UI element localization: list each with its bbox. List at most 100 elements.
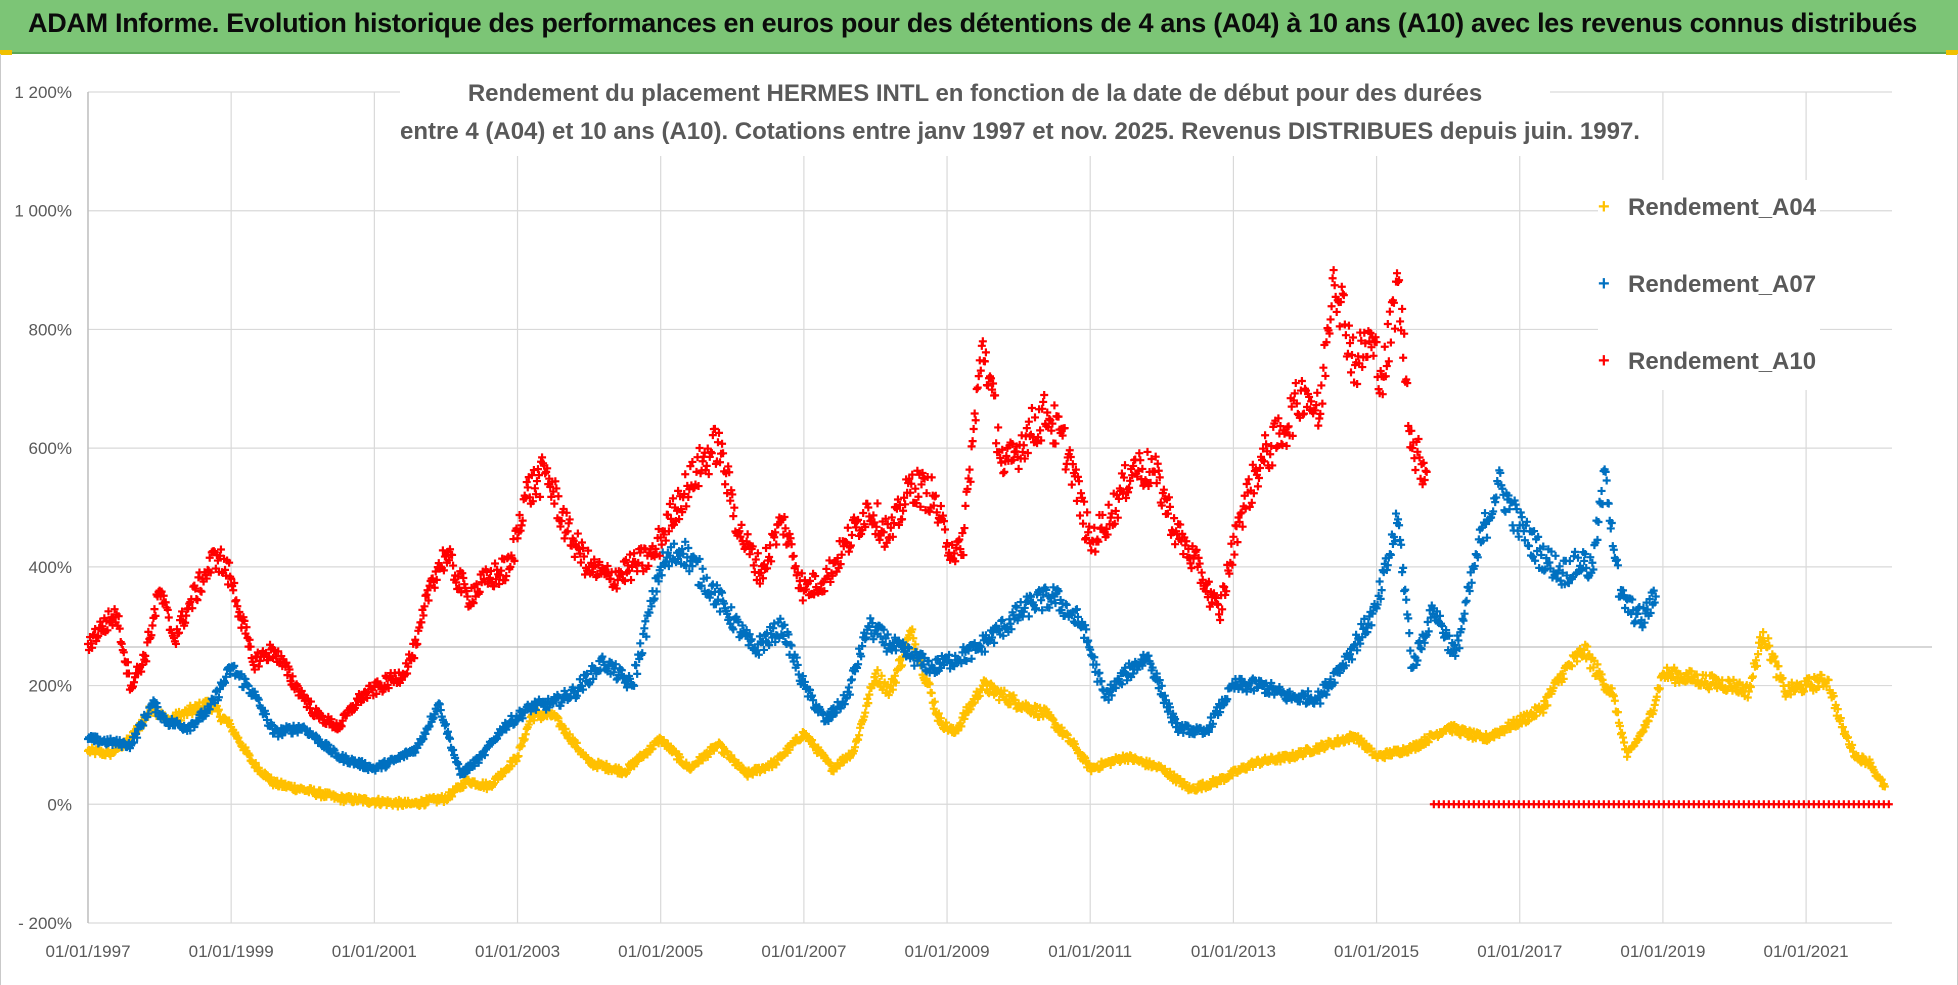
data-point xyxy=(847,531,856,540)
y-tick-label: 400% xyxy=(29,558,72,577)
data-point xyxy=(1097,677,1106,686)
data-point xyxy=(1759,628,1768,637)
data-point xyxy=(1040,390,1049,399)
data-point xyxy=(1401,585,1410,594)
data-point xyxy=(994,423,1003,432)
data-point xyxy=(1153,459,1162,468)
data-point xyxy=(1313,388,1322,397)
data-point xyxy=(1328,274,1337,283)
data-point xyxy=(1399,563,1408,572)
data-point xyxy=(1095,668,1104,677)
data-point xyxy=(1344,321,1353,330)
data-point xyxy=(1329,266,1338,275)
data-point xyxy=(1074,477,1083,486)
data-point xyxy=(1746,683,1755,692)
chart-title-box: Rendement du placement HERMES INTL en fo… xyxy=(400,76,1640,156)
data-point xyxy=(1187,564,1196,573)
data-point xyxy=(1332,307,1341,316)
chart-title-line2: entre 4 (A04) et 10 ans (A10). Cotations… xyxy=(400,118,1640,145)
plus-icon: + xyxy=(1598,273,1610,295)
data-point xyxy=(843,523,852,532)
data-point xyxy=(1539,708,1548,717)
legend-label: Rendement_A10 xyxy=(1628,348,1817,375)
data-point xyxy=(729,512,738,521)
data-point xyxy=(719,742,728,751)
data-point xyxy=(844,683,853,692)
data-point xyxy=(826,759,835,768)
data-point xyxy=(1687,667,1696,676)
data-point xyxy=(1753,661,1762,670)
data-point xyxy=(1062,600,1071,609)
data-point xyxy=(870,673,879,682)
data-point xyxy=(909,634,918,643)
y-tick-label: 200% xyxy=(29,677,72,696)
data-point xyxy=(927,688,936,697)
data-point xyxy=(1748,672,1757,681)
data-point xyxy=(936,501,945,510)
data-point xyxy=(702,461,711,470)
data-point xyxy=(229,586,238,595)
legend: + Rendement_A04 + Rendement_A07 + Rendem… xyxy=(1598,180,1820,390)
data-point xyxy=(929,704,938,713)
data-point xyxy=(226,720,235,729)
data-point xyxy=(1613,708,1622,717)
data-point xyxy=(523,483,532,492)
data-point xyxy=(1067,480,1076,489)
data-point xyxy=(214,705,223,714)
tick-labels: - 200%0%200%400%600%800%1 000%1 200%01/0… xyxy=(14,83,1848,961)
data-point xyxy=(1070,740,1079,749)
data-point xyxy=(1583,642,1592,651)
data-point xyxy=(1049,715,1058,724)
data-point xyxy=(486,567,495,576)
data-point xyxy=(1347,368,1355,377)
data-point xyxy=(1652,692,1661,701)
data-point xyxy=(1380,342,1389,351)
data-point xyxy=(640,624,649,633)
data-point xyxy=(1405,629,1414,638)
data-point xyxy=(1227,539,1236,548)
data-point xyxy=(1704,685,1713,694)
data-point xyxy=(1341,331,1350,340)
data-point xyxy=(1348,351,1357,360)
data-point xyxy=(1573,657,1582,666)
data-point xyxy=(789,551,798,560)
series-Rendement_A10_zero xyxy=(1429,800,1893,809)
y-tick-label: - 200% xyxy=(18,914,72,933)
data-point xyxy=(1039,397,1048,406)
data-point xyxy=(1532,711,1541,720)
data-point xyxy=(1729,675,1738,684)
data-point xyxy=(927,473,936,482)
data-point xyxy=(743,530,752,539)
data-point xyxy=(1230,550,1239,559)
data-point xyxy=(1104,500,1113,509)
data-point xyxy=(1024,612,1033,621)
data-point xyxy=(1143,447,1152,456)
data-point xyxy=(1385,307,1394,316)
data-point xyxy=(1318,399,1327,408)
data-point xyxy=(898,661,907,670)
data-point xyxy=(1396,317,1405,326)
data-point xyxy=(1607,684,1616,693)
data-point xyxy=(721,480,730,489)
data-point xyxy=(1386,338,1395,347)
data-point xyxy=(934,709,943,718)
data-point xyxy=(977,341,986,350)
data-point xyxy=(1765,641,1774,650)
data-point xyxy=(1319,363,1328,372)
data-point xyxy=(1135,449,1144,458)
data-point xyxy=(657,540,666,549)
data-point xyxy=(1597,486,1606,495)
data-point xyxy=(1604,499,1613,508)
data-point xyxy=(1743,693,1752,702)
data-point xyxy=(1317,381,1326,390)
data-point xyxy=(1321,371,1330,380)
y-tick-label: 0% xyxy=(47,795,72,814)
data-point xyxy=(984,689,993,698)
data-point xyxy=(1170,514,1179,523)
data-point xyxy=(1402,595,1411,604)
x-tick-label: 01/01/2019 xyxy=(1620,942,1705,961)
data-marks xyxy=(84,266,1893,811)
data-point xyxy=(419,611,428,620)
data-point xyxy=(1411,466,1420,475)
